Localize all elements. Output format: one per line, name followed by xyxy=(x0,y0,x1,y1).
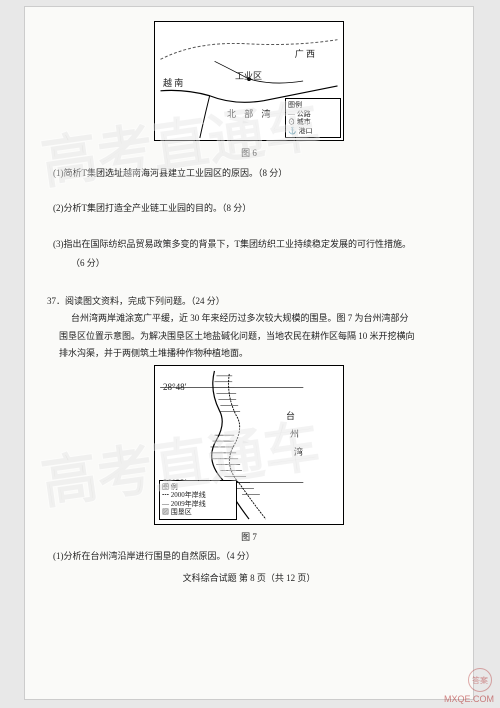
question-3a: (3)指出在国际纺织品贸易政策多变的背景下，T集团纺织工业持续稳定发展的可行性措… xyxy=(53,238,445,252)
page-footer: 文科综合试题 第 8 页（共 12 页） xyxy=(53,572,445,586)
bay-1: 台 xyxy=(286,410,295,424)
figure7-caption: 图 7 xyxy=(53,531,445,545)
legend-road: — 公路 xyxy=(288,110,338,118)
q37-intro-2: 围垦区位置示意图。为解决围垦区土地盐碱化问题，当地农民在耕作区每隔 10 米开挖… xyxy=(53,330,445,344)
corner-site: MXQE.COM xyxy=(444,694,494,704)
question-2: (2)分析T集团打造全产业链工业园的目的。（8 分） xyxy=(53,202,445,216)
bay-2: 州 xyxy=(290,428,299,442)
question-3b: （6 分） xyxy=(53,257,445,271)
map-figure-7: 28°48′ 28°32′ 台 州 湾 图 例 ┅ 2000年岸线 — 2009… xyxy=(154,365,344,525)
map1-legend: 图例 — 公路 ⊙ 城市 ⚓ 港口 xyxy=(285,98,341,138)
label-sea: 北 部 湾 xyxy=(227,108,274,122)
lat-top: 28°48′ xyxy=(163,381,187,395)
exam-page: 广 西 越 南 工业区 北 部 湾 图例 — 公路 ⊙ 城市 ⚓ 港口 图 6 … xyxy=(24,6,474,700)
legend2-line2: — 2009年岸线 xyxy=(162,500,234,508)
figure6-caption: 图 6 xyxy=(53,147,445,161)
corner-badge: 答案 xyxy=(468,668,492,692)
map-figure-6: 广 西 越 南 工业区 北 部 湾 图例 — 公路 ⊙ 城市 ⚓ 港口 xyxy=(154,21,344,141)
q37-intro-3: 排水沟渠，并于两侧筑土堆播种作物种植地面。 xyxy=(53,347,445,361)
legend-city: ⊙ 城市 xyxy=(288,118,338,126)
bay-3: 湾 xyxy=(294,446,303,460)
legend2-line1: ┅ 2000年岸线 xyxy=(162,491,234,499)
label-zone: 工业区 xyxy=(235,70,262,84)
map2-legend: 图 例 ┅ 2000年岸线 — 2009年岸线 ▨ 围垦区 xyxy=(159,480,237,520)
legend-title: 图例 xyxy=(288,101,338,109)
question-37-header: 37．阅读图文资料，完成下列问题。（24 分） xyxy=(47,295,445,309)
question-37-1: (1)分析在台州湾沿岸进行围垦的自然原因。（4 分） xyxy=(53,550,445,564)
q37-intro-1: 台州湾两岸滩涂宽广平缓，近 30 年来经历过多次较大规模的围垦。图 7 为台州湾… xyxy=(53,312,445,326)
label-guangxi: 广 西 xyxy=(295,48,315,62)
legend-port: ⚓ 港口 xyxy=(288,127,338,135)
question-1: (1)简析T集团选址越南海河县建立工业园区的原因。（8 分） xyxy=(53,167,445,181)
legend2-area: ▨ 围垦区 xyxy=(162,508,234,516)
label-vietnam: 越 南 xyxy=(163,77,183,91)
